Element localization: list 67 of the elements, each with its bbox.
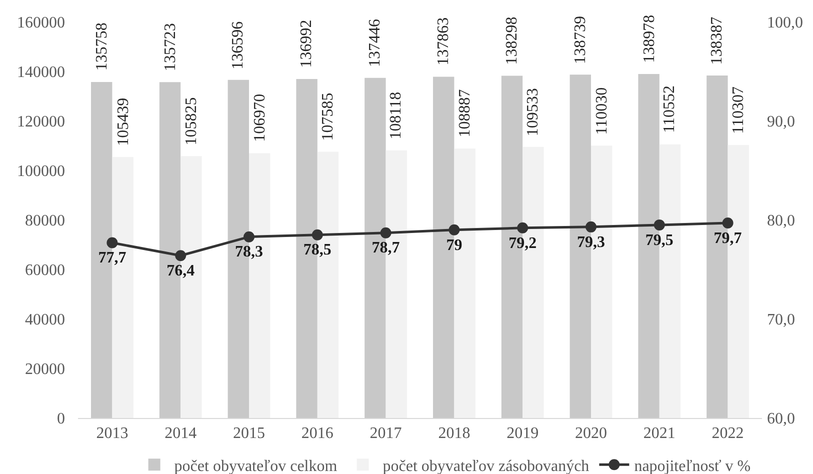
data-label: 105825 xyxy=(183,97,200,146)
y-tick-label: 0 xyxy=(57,410,65,428)
y2-tick-label: 100,0 xyxy=(767,14,803,32)
x-tick-label: 2017 xyxy=(370,425,402,442)
data-label: 135758 xyxy=(94,22,111,71)
data-label: 78,3 xyxy=(235,244,263,261)
y-tick-label: 160000 xyxy=(17,14,65,32)
y-tick-label: 80000 xyxy=(25,212,65,230)
data-label: 79,5 xyxy=(645,232,674,249)
data-label: 137863 xyxy=(434,17,452,66)
data-label: 135723 xyxy=(162,23,179,72)
point xyxy=(106,237,118,248)
y-tick-label: 100000 xyxy=(17,163,65,180)
x-tick-label: 2014 xyxy=(164,425,197,442)
point xyxy=(722,217,734,228)
data-label: 110307 xyxy=(730,86,747,134)
point xyxy=(175,250,186,262)
point xyxy=(654,219,665,230)
point xyxy=(312,229,323,240)
data-label: 108118 xyxy=(387,92,404,140)
legend-label: počet obyvateľov zásobovaných xyxy=(382,458,590,474)
x-tick-label: 2019 xyxy=(506,425,539,442)
y-tick-label: 60000 xyxy=(25,262,65,280)
data-label: 79 xyxy=(446,236,462,254)
y2-tick-label: 70,0 xyxy=(767,312,795,329)
data-label: 79,7 xyxy=(714,230,742,247)
x-tick-label: 2021 xyxy=(643,425,676,442)
y-tick-label: 120000 xyxy=(17,114,65,131)
data-label: 138739 xyxy=(572,16,589,64)
data-label: 138298 xyxy=(503,16,520,65)
data-label: 79,3 xyxy=(577,234,605,251)
y2-tick-label: 60,0 xyxy=(767,410,795,428)
x-tick-label: 2016 xyxy=(301,425,334,442)
y-tick-label: 140000 xyxy=(17,64,65,82)
point xyxy=(380,227,392,238)
data-label: 136992 xyxy=(298,20,315,68)
legend-label: napojiteľnosť v % xyxy=(634,458,751,474)
x-tick-label: 2015 xyxy=(233,425,265,442)
data-label: 78,7 xyxy=(372,240,400,257)
x-tick-label: 2022 xyxy=(712,425,744,442)
data-label: 110030 xyxy=(593,87,610,135)
data-label: 108887 xyxy=(456,89,474,138)
data-label: 109533 xyxy=(524,88,542,136)
y2-tick-label: 80,0 xyxy=(767,212,795,230)
point xyxy=(586,221,596,232)
data-label: 78,5 xyxy=(303,242,332,259)
legend-label: počet obyvateľov celkom xyxy=(174,458,338,474)
y2-tick-label: 90,0 xyxy=(767,114,795,131)
point xyxy=(517,222,528,234)
data-label: 77,7 xyxy=(98,250,126,267)
data-label: 79,2 xyxy=(508,234,537,252)
point xyxy=(244,231,254,242)
x-tick-label: 2020 xyxy=(575,425,607,442)
data-label: 137446 xyxy=(366,19,384,68)
data-label: 76,4 xyxy=(166,262,195,280)
x-tick-label: 2018 xyxy=(438,425,470,442)
data-label: 138978 xyxy=(640,14,658,63)
y-tick-label: 20000 xyxy=(25,361,65,378)
point xyxy=(448,224,460,236)
data-label: 106970 xyxy=(251,94,268,142)
data-label: 110552 xyxy=(661,85,678,133)
data-label: 138387 xyxy=(708,16,726,65)
x-tick-label: 2013 xyxy=(96,425,128,442)
y-tick-label: 40000 xyxy=(25,312,65,329)
data-label: 107585 xyxy=(319,92,336,141)
data-label: 136596 xyxy=(229,21,246,70)
data-label: 105439 xyxy=(114,98,132,146)
